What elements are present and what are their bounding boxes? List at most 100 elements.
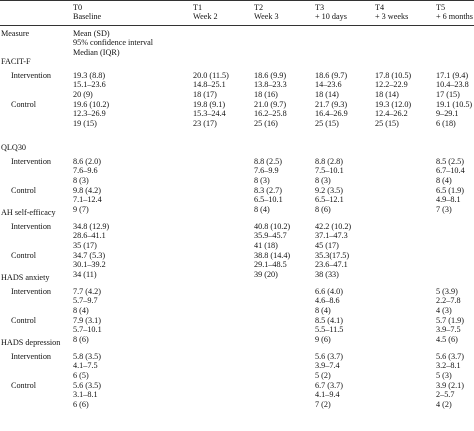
value-cell: 8.3 (2.7) 6.5–10.1 8 (4) [254, 186, 283, 214]
value-ci: 4.1–9.4 [315, 390, 340, 400]
measure-label: Measure [1, 29, 30, 38]
value-cell: 17.1 (9.4) 10.4–23.8 17 (15) [436, 71, 469, 99]
value-mean-sd: 35.3(17.5) [315, 251, 350, 260]
value-mean-sd: 6.6 (4.0) [315, 287, 343, 296]
value-cell: 3.9 (2.1) 2–5.7 4 (2) [436, 381, 464, 409]
value-cell: 18.6 (9.7) 14–23.6 18 (14) [315, 71, 347, 99]
value-mean-sd: 34.8 (12.9) [73, 222, 110, 231]
value-mean-sd: 19.3 (8.8) [73, 71, 106, 80]
header-t3-code: T3 [315, 3, 325, 12]
header-t1-label: Week 2 [193, 12, 218, 22]
value-cell: 7.7 (4.2) 5.7–9.7 8 (4) [73, 287, 101, 315]
header-t0: T0 Baseline [73, 3, 101, 22]
value-ci: 37.1–47.3 [315, 231, 348, 241]
group-label-control: Control [11, 316, 37, 325]
group-label-intervention: Intervention [11, 222, 52, 231]
value-median-iqr: 9 (6) [315, 334, 331, 344]
value-mean-sd: 19.3 (12.0) [375, 100, 412, 109]
value-median-iqr: 5 (2) [315, 370, 331, 380]
value-mean-sd: 6.5 (1.9) [436, 186, 464, 195]
stats-legend: Mean (SD) 95% confidence interval Median… [73, 29, 153, 57]
value-ci: 14–23.6 [315, 80, 342, 90]
value-cell: 5.6 (3.7) 3.9–7.4 5 (2) [315, 352, 343, 380]
value-median-iqr: 35 (17) [73, 240, 97, 250]
value-mean-sd: 18.6 (9.9) [254, 71, 287, 80]
value-ci: 5.5–11.5 [315, 325, 344, 335]
value-ci: 7.1–12.4 [73, 195, 102, 205]
value-cell: 8.8 (2.5) 7.6–9.9 8 (3) [254, 157, 282, 185]
value-mean-sd: 17.8 (10.5) [375, 71, 412, 80]
value-cell: 5 (3.9) 2.2–7.8 4 (3) [436, 287, 461, 315]
value-mean-sd: 5.6 (3.7) [436, 352, 464, 361]
value-cell: 5.8 (3.5) 4.1–7.5 6 (5) [73, 352, 101, 380]
value-ci: 2–5.7 [436, 390, 455, 400]
value-mean-sd: 5.6 (3.5) [73, 381, 101, 390]
value-median-iqr: 25 (15) [315, 118, 339, 128]
value-mean-sd: 18.6 (9.7) [315, 71, 348, 80]
value-cell: 8.5 (4.1) 5.5–11.5 9 (6) [315, 316, 343, 344]
value-cell: 7.9 (3.1) 5.7–10.1 8 (6) [73, 316, 102, 344]
value-median-iqr: 34 (11) [73, 269, 97, 279]
value-ci: 29.1–48.5 [254, 260, 287, 270]
value-median-iqr: 8 (4) [315, 305, 331, 315]
value-cell: 19.3 (8.8) 15.1–23.6 20 (9) [73, 71, 106, 99]
value-ci: 2.2–7.8 [436, 296, 461, 306]
header-t4: T4 + 3 weeks [375, 3, 408, 22]
value-median-iqr: 6 (18) [436, 118, 456, 128]
value-median-iqr: 25 (16) [254, 118, 278, 128]
value-mean-sd: 8.3 (2.7) [254, 186, 282, 195]
header-t0-code: T0 [73, 3, 83, 12]
value-cell: 19.3 (12.0) 12.4–26.2 25 (15) [375, 100, 411, 128]
value-ci: 7.6–9.6 [73, 166, 98, 176]
value-mean-sd: 5.6 (3.7) [315, 352, 343, 361]
stat-ci: 95% confidence interval [73, 38, 154, 48]
value-median-iqr: 6 (6) [73, 399, 89, 409]
value-ci: 7.6–9.9 [254, 166, 279, 176]
value-median-iqr: 38 (33) [315, 269, 339, 279]
value-cell: 19.8 (9.1) 15.3–24.4 23 (17) [193, 100, 226, 128]
section-label-facit-f: FACIT-F [1, 57, 31, 66]
value-ci: 12.3–26.9 [73, 109, 106, 119]
value-median-iqr: 4 (3) [436, 305, 452, 315]
group-label-intervention: Intervention [11, 157, 52, 166]
stat-mean-sd: Mean (SD) [73, 29, 110, 38]
value-mean-sd: 38.8 (14.4) [254, 251, 291, 260]
value-cell: 19.1 (10.5) 9–29.1 6 (18) [436, 100, 472, 128]
value-mean-sd: 9.8 (4.2) [73, 186, 101, 195]
value-median-iqr: 18 (16) [254, 89, 278, 99]
value-cell: 6.7 (3.7) 4.1–9.4 7 (2) [315, 381, 343, 409]
value-mean-sd: 19.6 (10.2) [73, 100, 110, 109]
header-t4-code: T4 [375, 3, 385, 12]
value-ci: 10.4–23.8 [436, 80, 469, 90]
value-mean-sd: 17.1 (9.4) [436, 71, 469, 80]
value-ci: 5.7–9.7 [73, 296, 98, 306]
value-cell: 5.6 (3.7) 3.2–8.1 5 (3) [436, 352, 464, 380]
value-mean-sd: 19.8 (9.1) [193, 100, 226, 109]
section-label-ah-self-efficacy: AH self-efficacy [1, 208, 56, 217]
value-cell: 18.6 (9.9) 13.8–23.3 18 (16) [254, 71, 287, 99]
value-median-iqr: 17 (15) [436, 89, 460, 99]
value-ci: 15.3–24.4 [193, 109, 226, 119]
value-ci: 3.9–7.4 [315, 361, 340, 371]
value-mean-sd: 8.5 (2.5) [436, 157, 464, 166]
value-median-iqr: 18 (14) [375, 89, 399, 99]
value-ci: 4.9–8.1 [436, 195, 461, 205]
value-cell: 40.8 (10.2) 35.9–45.7 41 (18) [254, 222, 290, 250]
header-t2-code: T2 [254, 3, 264, 12]
value-median-iqr: 20 (9) [73, 89, 93, 99]
value-cell: 9.2 (3.5) 6.5–12.1 8 (6) [315, 186, 344, 214]
value-mean-sd: 8.6 (2.0) [73, 157, 101, 166]
value-ci: 13.8–23.3 [254, 80, 287, 90]
value-median-iqr: 8 (6) [315, 204, 331, 214]
group-label-control: Control [11, 186, 37, 195]
header-t2-label: Week 3 [254, 12, 279, 22]
header-t1-code: T1 [193, 3, 203, 12]
value-mean-sd: 21.0 (9.7) [254, 100, 287, 109]
value-ci: 5.7–10.1 [73, 325, 102, 335]
value-mean-sd: 19.1 (10.5) [436, 100, 473, 109]
value-mean-sd: 8.8 (2.5) [254, 157, 282, 166]
value-mean-sd: 6.7 (3.7) [315, 381, 343, 390]
value-ci: 6.5–12.1 [315, 195, 344, 205]
header-t5: T5 + 6 months [436, 3, 473, 22]
value-median-iqr: 8 (4) [254, 204, 270, 214]
